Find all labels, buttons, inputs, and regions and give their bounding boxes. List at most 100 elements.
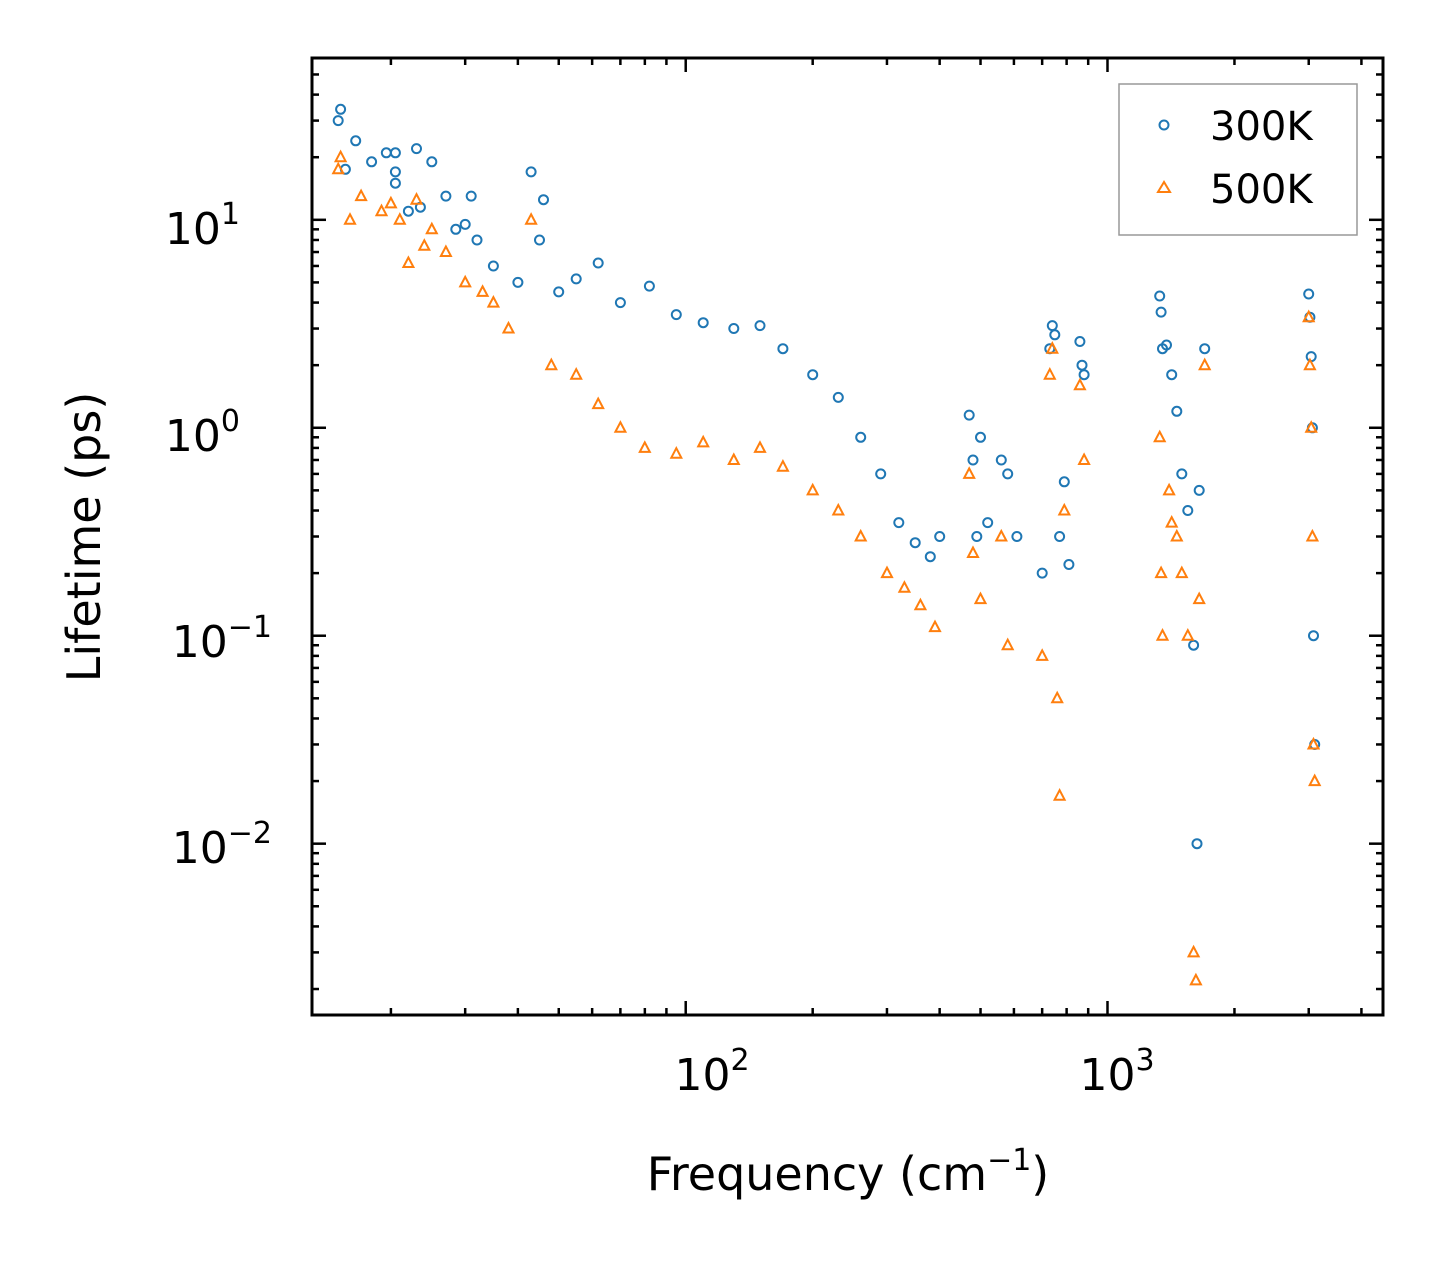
data-point-500k <box>696 434 710 448</box>
data-point-300k <box>1303 288 1315 300</box>
data-point-300k <box>350 135 362 147</box>
data-point-500k <box>669 446 683 459</box>
data-point-300k <box>1155 306 1167 318</box>
data-point-500k <box>393 212 407 225</box>
data-point-500k <box>544 357 558 371</box>
data-point-500k <box>1303 357 1317 371</box>
data-point-500k <box>854 528 868 542</box>
data-point-500k <box>333 149 348 163</box>
data-point-300k <box>909 537 921 549</box>
data-point-300k <box>459 218 471 230</box>
data-point-500k <box>475 284 490 297</box>
data-point-500k <box>1302 309 1316 323</box>
data-point-500k <box>343 212 357 225</box>
data-point-500k <box>994 528 1008 542</box>
data-point-300k <box>426 156 438 168</box>
data-point-500k <box>1170 528 1184 542</box>
data-point-500k <box>1189 972 1203 986</box>
data-point-300k <box>1171 405 1183 417</box>
data-point-300k <box>512 276 524 288</box>
data-point-500k <box>1165 514 1179 528</box>
data-point-300k <box>1161 339 1172 351</box>
data-point-500k <box>501 320 516 334</box>
data-point-500k <box>966 545 980 558</box>
legend-box <box>1118 83 1358 236</box>
x-tick-label-100: 102 <box>674 1043 749 1101</box>
data-point-500k <box>1043 367 1057 380</box>
data-point-300k <box>389 166 401 178</box>
data-point-500k <box>569 367 583 380</box>
data-point-300k <box>697 317 709 329</box>
x-axis-label: Frequency (cm−1) <box>647 1143 1050 1201</box>
data-point-500k <box>913 597 928 611</box>
data-point-500k <box>409 192 424 205</box>
data-point-300k <box>366 156 378 168</box>
data-point-500k <box>439 244 453 257</box>
data-point-500k <box>1186 944 1201 958</box>
data-point-500k <box>1198 357 1212 371</box>
data-point-300k <box>1058 476 1070 488</box>
data-point-500k <box>486 294 501 308</box>
series-300k <box>332 103 1321 850</box>
data-point-300k <box>440 190 452 202</box>
data-point-500k <box>1154 565 1168 579</box>
data-point-500k <box>1052 788 1067 801</box>
data-point-500k <box>1175 565 1189 579</box>
data-point-300k <box>777 343 789 355</box>
y-tick-label-10: 101 <box>165 197 240 255</box>
major-ticks <box>312 58 1383 1015</box>
y-tick-label-0.1: 10−1 <box>172 610 272 668</box>
legend-label-500k: 500K <box>1210 167 1314 213</box>
data-point-500k <box>1305 528 1320 542</box>
legend-marker-500k <box>1156 180 1172 193</box>
data-point-300k <box>728 323 740 334</box>
data-point-500k <box>458 274 472 288</box>
data-point-500k <box>928 619 942 633</box>
data-point-300k <box>465 190 477 202</box>
data-point-500k <box>1035 648 1049 661</box>
data-point-500k <box>973 591 988 605</box>
plot-frame <box>310 56 1385 1017</box>
x-tick-label-1000: 103 <box>1079 1043 1154 1101</box>
data-point-300k <box>875 468 887 480</box>
data-point-500k <box>1304 420 1318 433</box>
data-point-300k <box>1191 838 1203 850</box>
data-point-500k <box>962 466 976 479</box>
data-point-300k <box>832 391 844 403</box>
data-point-300k <box>1011 531 1023 542</box>
data-point-300k <box>807 369 819 381</box>
data-point-300k <box>967 454 979 466</box>
data-point-300k <box>975 431 986 443</box>
data-point-300k <box>1036 567 1048 579</box>
data-point-500k <box>417 238 431 251</box>
data-point-300k <box>592 257 604 269</box>
legend-label-300k: 300K <box>1210 104 1314 150</box>
data-point-300k <box>982 517 994 529</box>
data-point-300k <box>754 320 766 332</box>
data-point-300k <box>1308 630 1319 642</box>
data-point-300k <box>538 194 549 206</box>
data-point-500k <box>1162 482 1176 496</box>
data-point-500k <box>1045 341 1059 354</box>
data-point-500k <box>1181 628 1195 641</box>
data-point-300k <box>570 273 582 285</box>
data-point-500k <box>1077 452 1091 465</box>
data-point-500k <box>1001 637 1015 651</box>
data-point-300k <box>332 115 344 127</box>
data-point-300k <box>995 454 1007 466</box>
data-point-300k <box>1063 559 1075 570</box>
legend: 300K 500K <box>1118 83 1358 236</box>
data-point-300k <box>335 103 347 115</box>
data-point-500k <box>727 452 741 465</box>
y-tick-label-1: 100 <box>165 404 240 462</box>
data-point-500k <box>1073 377 1087 391</box>
data-point-300k <box>1166 369 1178 381</box>
data-point-500k <box>384 195 398 209</box>
data-point-300k <box>534 234 545 246</box>
y-tick-label-0.01: 10−2 <box>172 816 272 874</box>
data-point-500k <box>897 580 912 593</box>
data-point-300k <box>614 297 626 309</box>
data-point-300k <box>1193 484 1205 496</box>
data-point-300k <box>411 143 422 155</box>
data-point-300k <box>1074 336 1086 347</box>
